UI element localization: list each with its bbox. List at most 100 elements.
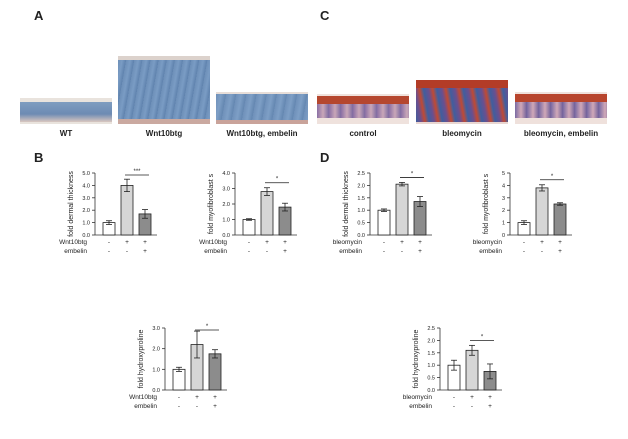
condition-sign: - [248,239,250,246]
y-tick-label: 5.0 [82,171,90,177]
condition-sign: + [488,394,492,401]
y-tick-label: 4.0 [222,171,230,177]
micrograph-control [317,94,409,124]
condition-sign: + [143,239,147,246]
condition-sign: - [541,248,543,255]
y-axis-label: fold dermal thickness [343,171,350,237]
condition-sign: + [283,239,287,246]
y-tick-label: 2.5 [357,171,365,177]
y-axis-label: fold myofibroblast s [483,173,490,234]
micrograph-bleomycin [416,80,508,124]
condition-sign: + [143,248,147,255]
condition-sign: - [108,248,110,255]
condition-sign: + [540,239,544,246]
y-tick-label: 4.0 [82,183,90,189]
condition-sign: + [418,248,422,255]
significance-label: *** [133,169,141,175]
y-tick-label: 1.0 [222,218,230,224]
y-tick-label: 2.0 [427,338,435,344]
condition-label: embelin [134,403,157,410]
y-tick-label: 0.0 [427,388,435,394]
condition-sign: - [126,248,128,255]
y-axis-label: fold hydroxyproline [413,330,420,389]
y-tick-label: 2.5 [427,326,435,332]
micrograph-caption: Wnt10btg [145,129,183,138]
bar [395,183,409,236]
micrograph-wnt10btg [118,56,210,124]
y-tick-label: 1.0 [152,367,160,373]
condition-sign: + [213,394,217,401]
bar [377,209,391,236]
significance-label: * [411,171,414,177]
panel-label-c: C [320,8,330,23]
panel-label-a: A [34,8,44,23]
y-tick-label: 4 [502,183,505,189]
y-axis-label: fold dermal thickness [68,171,75,237]
y-tick-label: 0.0 [152,388,160,394]
condition-sign: - [196,403,198,410]
significance-label: * [481,334,484,340]
condition-sign: - [248,248,250,255]
y-tick-label: 1 [502,221,505,227]
y-tick-label: 2 [502,208,505,214]
condition-sign: + [265,239,269,246]
chart-dermal-thickness-wnt10btg: 0.0 1.0 2.0 3.0 4.0 5.0 fold dermal thickness *… [59,169,157,255]
y-tick-label: 2.0 [152,347,160,353]
micrograph-caption: control [349,129,377,138]
significance-label: * [551,174,554,180]
y-tick-label: 0.0 [222,233,230,239]
condition-sign: - [401,248,403,255]
condition-sign: + [283,248,287,255]
condition-sign: - [383,248,385,255]
y-tick-label: 0.0 [82,233,90,239]
condition-sign: - [266,248,268,255]
condition-label: bleomycin [473,239,503,246]
micrograph-caption: Wnt10btg, embelin [226,129,298,138]
condition-sign: - [453,403,455,410]
y-tick-label: 2.0 [82,208,90,214]
bar [465,349,479,391]
micrograph-caption: bleomycin, embelin [523,129,599,138]
y-tick-label: 0.0 [357,233,365,239]
y-tick-label: 3 [502,196,505,202]
condition-label: bleomycin [403,394,433,401]
y-tick-label: 2.0 [357,183,365,189]
y-tick-label: 1.0 [82,221,90,227]
condition-sign: + [558,239,562,246]
condition-sign: + [470,394,474,401]
panel-label-d: D [320,150,330,165]
condition-sign: - [108,239,110,246]
y-tick-label: 3.0 [82,196,90,202]
chart-myofibroblasts-wnt10btg: 0.0 1.0 2.0 3.0 4.0 fold myofibroblast s * Wnt1… [199,171,297,255]
y-tick-label: 3.0 [222,187,230,193]
y-axis-label: fold hydroxyproline [138,330,145,389]
bar [208,353,222,391]
condition-label: Wnt10btg [59,239,87,246]
condition-sign: - [523,248,525,255]
bar [172,368,186,391]
condition-sign: + [418,239,422,246]
condition-sign: + [213,403,217,410]
y-tick-label: 1.0 [427,363,435,369]
condition-sign: + [558,248,562,255]
y-tick-label: 0.5 [357,221,365,227]
y-axis-label: fold myofibroblast s [208,173,215,234]
condition-sign: - [178,403,180,410]
micrograph-caption: bleomycin [442,129,482,138]
condition-sign: - [178,394,180,401]
condition-sign: - [471,403,473,410]
chart-hydroxyproline-wnt10btg: 0.0 1.0 2.0 3.0 fold hydroxyproline * Wnt10btg… [129,324,227,410]
condition-sign: - [523,239,525,246]
chart-myofibroblasts-bleomycin: 0 1 2 3 4 5 fold myofibroblast s * bleomycin - + + e… [473,171,572,255]
condition-sign: + [125,239,129,246]
condition-label: embelin [409,403,432,410]
chart-dermal-thickness-bleomycin: 0.0 0.5 1.0 1.5 2.0 2.5 fold dermal thickness *… [333,171,432,255]
condition-sign: + [195,394,199,401]
bar [553,203,567,236]
y-tick-label: 0 [502,233,505,239]
condition-label: embelin [479,248,502,255]
condition-sign: - [453,394,455,401]
condition-sign: + [400,239,404,246]
panel-label-b: B [34,150,44,165]
condition-label: embelin [64,248,87,255]
